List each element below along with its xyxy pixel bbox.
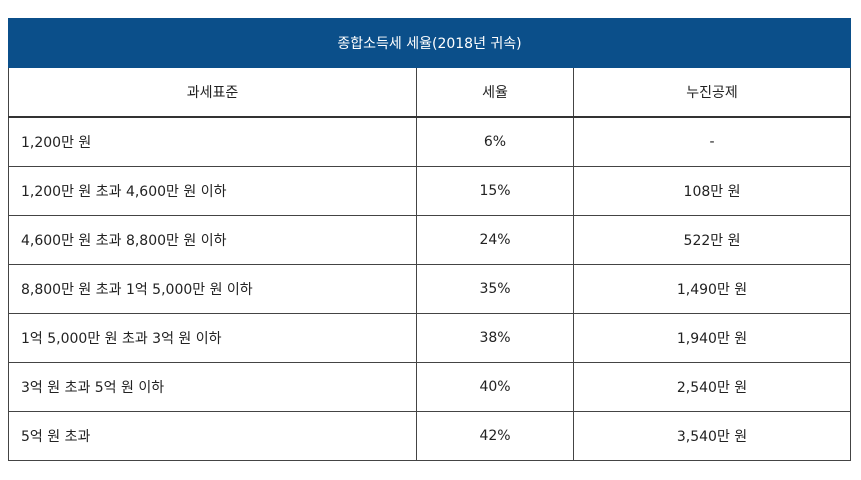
table-row: 3억 원 초과 5억 원 이하 40% 2,540만 원 [8,362,852,412]
tax-rate-cell: 6% [416,116,574,167]
tax-rate-cell: 40% [416,362,574,412]
tax-rate-cell: 15% [416,166,574,216]
tax-bracket-cell: 8,800만 원 초과 1억 5,000만 원 이하 [8,264,417,314]
table-row: 1,200만 원 6% - [8,116,852,167]
column-header-rate: 세율 [416,67,574,118]
income-tax-rate-table: 종합소득세 세율(2018년 귀속) 과세표준 세율 누진공제 1,200만 원… [7,18,852,461]
tax-rate-cell: 24% [416,215,574,265]
progressive-deduction-cell: 1,940만 원 [572,313,852,363]
tax-bracket-cell: 4,600만 원 초과 8,800만 원 이하 [8,215,417,265]
table-title-row: 종합소득세 세율(2018년 귀속) [7,18,852,68]
progressive-deduction-cell: 2,540만 원 [572,362,852,412]
table-row: 5억 원 초과 42% 3,540만 원 [8,411,852,461]
table-row: 4,600만 원 초과 8,800만 원 이하 24% 522만 원 [8,215,852,265]
progressive-deduction-cell: 108만 원 [572,166,852,216]
tax-rate-cell: 38% [416,313,574,363]
table-row: 1억 5,000만 원 초과 3억 원 이하 38% 1,940만 원 [8,313,852,363]
progressive-deduction-cell: 1,490만 원 [572,264,852,314]
table-title: 종합소득세 세율(2018년 귀속) [7,18,852,68]
tax-bracket-cell: 5억 원 초과 [8,411,417,461]
tax-bracket-cell: 3억 원 초과 5억 원 이하 [8,362,417,412]
table-row: 1,200만 원 초과 4,600만 원 이하 15% 108만 원 [8,166,852,216]
table-row: 8,800만 원 초과 1억 5,000만 원 이하 35% 1,490만 원 [8,264,852,314]
tax-bracket-cell: 1,200만 원 [8,116,417,167]
column-header-bracket: 과세표준 [8,67,417,118]
tax-bracket-cell: 1억 5,000만 원 초과 3억 원 이하 [8,313,417,363]
progressive-deduction-cell: - [572,116,852,167]
tax-rate-cell: 42% [416,411,574,461]
progressive-deduction-cell: 522만 원 [572,215,852,265]
column-header-deduction: 누진공제 [572,67,852,118]
progressive-deduction-cell: 3,540만 원 [572,411,852,461]
table-header-row: 과세표준 세율 누진공제 [8,67,852,118]
tax-bracket-cell: 1,200만 원 초과 4,600만 원 이하 [8,166,417,216]
tax-rate-cell: 35% [416,264,574,314]
